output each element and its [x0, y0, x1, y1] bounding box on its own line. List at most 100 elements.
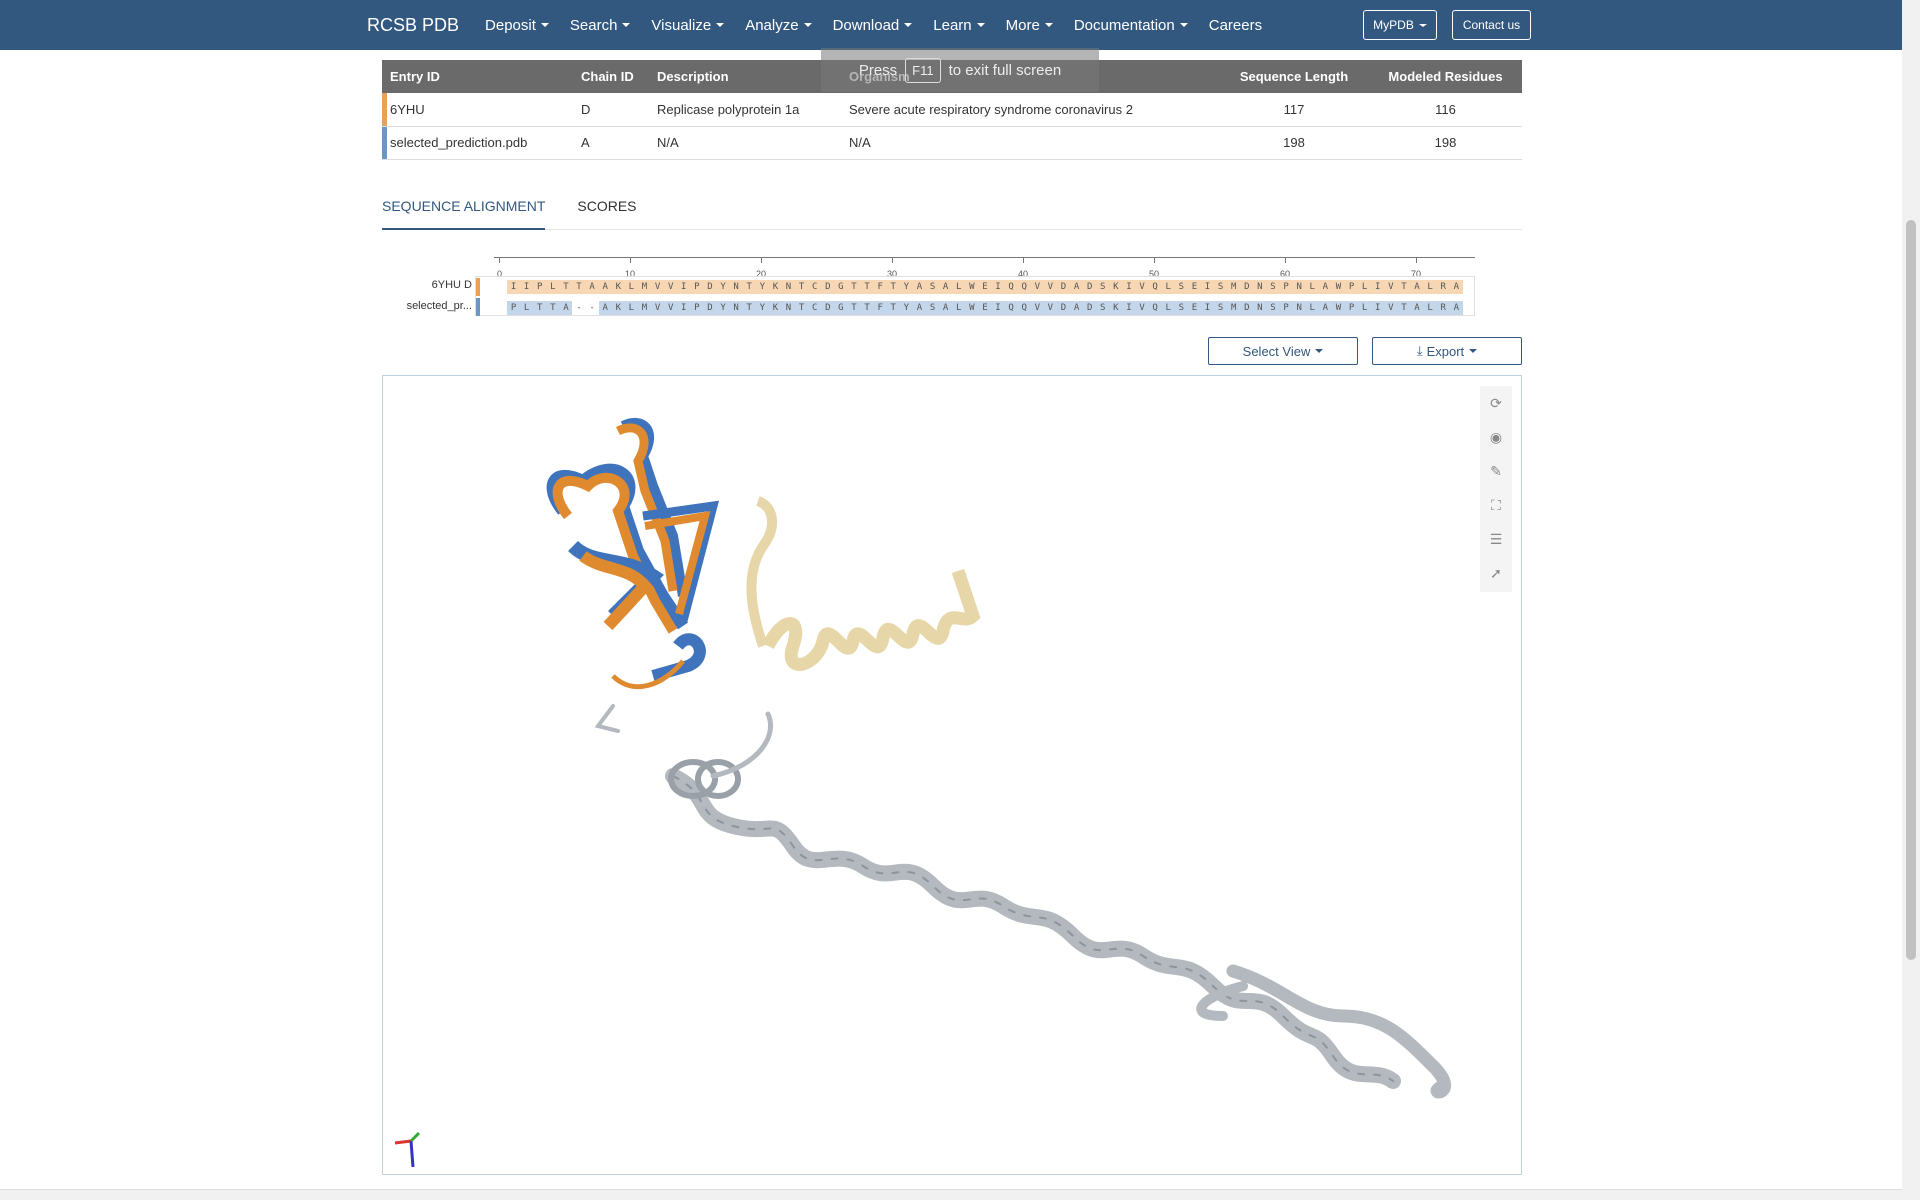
wrench-icon[interactable]: ✎ [1490, 462, 1502, 479]
cursor-icon[interactable]: ➚ [1490, 564, 1502, 581]
nav-learn[interactable]: Learn [933, 17, 985, 34]
gap-residue[interactable]: - [572, 301, 586, 315]
residue[interactable]: T [537, 303, 543, 313]
tab-sequence-alignment[interactable]: SEQUENCE ALIGNMENT [382, 190, 546, 230]
residue[interactable]: I [995, 303, 1001, 313]
residue[interactable]: M [641, 303, 648, 313]
residue[interactable]: V [667, 303, 674, 313]
residue[interactable]: Y [903, 282, 910, 292]
residue[interactable]: A [1414, 282, 1420, 292]
nav-careers[interactable]: Careers [1208, 16, 1263, 34]
residue[interactable]: A [1322, 303, 1329, 313]
residue[interactable]: A [1073, 282, 1080, 292]
residue[interactable]: Y [759, 282, 766, 292]
residue[interactable]: A [916, 303, 923, 313]
residue[interactable]: G [838, 282, 844, 292]
residue[interactable]: E [982, 303, 988, 313]
vertical-scrollbar[interactable] [1902, 0, 1920, 1200]
residue[interactable]: L [1309, 282, 1315, 292]
residue[interactable]: E [1191, 303, 1198, 313]
residue[interactable]: I [1375, 282, 1381, 292]
residue[interactable]: I [1204, 303, 1211, 313]
residue[interactable]: P [694, 282, 700, 292]
residue[interactable]: D [1086, 282, 1093, 292]
residue[interactable]: N [1257, 303, 1263, 313]
residue[interactable]: D [1244, 303, 1250, 313]
residue[interactable]: P [1348, 282, 1355, 292]
residue[interactable]: T [798, 282, 805, 292]
residue[interactable]: A [1322, 282, 1329, 292]
nav-deposit[interactable]: Deposit [485, 17, 549, 34]
residue[interactable]: F [877, 282, 883, 292]
residue[interactable]: K [1113, 303, 1119, 313]
residue[interactable]: M [1230, 282, 1237, 292]
residue[interactable]: A [1453, 303, 1459, 313]
residue[interactable]: N [733, 303, 739, 313]
residue[interactable]: W [969, 303, 975, 313]
residue[interactable]: T [851, 282, 857, 292]
residue[interactable]: A [589, 282, 595, 292]
residue[interactable]: L [956, 303, 962, 313]
residue[interactable]: L [1361, 303, 1368, 313]
residue[interactable]: V [654, 282, 661, 292]
residue[interactable]: L [1309, 303, 1315, 313]
residue[interactable]: N [785, 282, 792, 292]
residue[interactable]: V [1034, 303, 1040, 313]
nav-search[interactable]: Search [570, 17, 631, 34]
residue[interactable]: Y [759, 303, 766, 313]
residue[interactable]: L [1165, 303, 1171, 313]
residue[interactable]: S [1217, 282, 1224, 292]
residue[interactable]: D [707, 303, 713, 313]
residue[interactable]: V [1139, 303, 1145, 313]
export-button[interactable]: ⤓ Export [1372, 337, 1522, 365]
residue[interactable]: I [1375, 303, 1381, 313]
residue[interactable]: L [550, 282, 556, 292]
residue[interactable]: S [1178, 282, 1185, 292]
residue[interactable]: I [1126, 282, 1132, 292]
residue[interactable]: M [641, 282, 648, 292]
residue[interactable]: V [1047, 282, 1054, 292]
residue[interactable]: L [1427, 303, 1433, 313]
residue[interactable]: T [746, 303, 752, 313]
residue[interactable]: C [811, 282, 818, 292]
nav-documentation[interactable]: Documentation [1074, 17, 1188, 34]
residue[interactable]: D [825, 303, 831, 313]
residue[interactable]: L [628, 282, 635, 292]
residue[interactable]: A [1414, 303, 1420, 313]
residue[interactable]: I [1126, 303, 1132, 313]
residue[interactable]: Q [1021, 303, 1027, 313]
residue[interactable]: P [537, 282, 543, 292]
residue[interactable]: N [1296, 303, 1302, 313]
residue[interactable]: D [1244, 282, 1250, 292]
residue[interactable]: N [733, 282, 739, 292]
residue[interactable]: P [510, 303, 517, 313]
mypdb-button[interactable]: MyPDB [1363, 10, 1437, 40]
residue[interactable]: T [890, 303, 896, 313]
residue[interactable]: V [1034, 282, 1040, 292]
horizontal-scrollbar[interactable] [0, 1189, 1902, 1200]
residue[interactable]: A [942, 282, 949, 292]
residue[interactable]: A [942, 303, 949, 313]
residue[interactable]: S [929, 282, 936, 292]
residue[interactable]: L [1361, 282, 1368, 292]
residue[interactable]: N [1257, 282, 1263, 292]
residue[interactable]: L [523, 303, 530, 313]
nav-download[interactable]: Download [833, 17, 913, 34]
residue[interactable]: V [1139, 282, 1145, 292]
nav-visualize[interactable]: Visualize [651, 17, 725, 34]
residue[interactable]: W [1335, 282, 1342, 292]
residue[interactable]: D [1086, 303, 1093, 313]
residue[interactable]: V [1388, 303, 1394, 313]
residue[interactable]: Q [1021, 282, 1027, 292]
residue[interactable]: G [838, 303, 844, 313]
residue[interactable]: K [615, 303, 621, 313]
residue[interactable]: A [916, 282, 923, 292]
residue[interactable]: M [1230, 303, 1237, 313]
reset-icon[interactable]: ⟳ [1490, 394, 1502, 411]
residue[interactable]: L [628, 303, 635, 313]
residue[interactable]: P [1283, 282, 1289, 292]
residue[interactable]: Q [1008, 303, 1014, 313]
nav-more[interactable]: More [1006, 17, 1053, 34]
residue[interactable]: A [602, 282, 608, 292]
residue[interactable]: L [1427, 282, 1433, 292]
